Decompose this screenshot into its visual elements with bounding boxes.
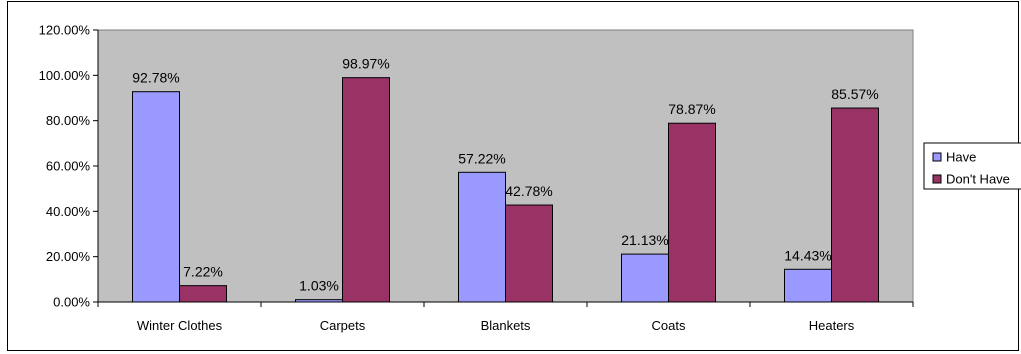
x-tick-label: Heaters [809,318,855,333]
data-label: 14.43% [784,247,831,263]
bar [342,77,390,303]
legend-label: Have [946,150,976,165]
data-label: 21.13% [621,232,668,248]
y-tick-label: 0.00% [53,295,90,310]
legend-swatch [932,152,942,162]
x-axis: Winter Clothes Carpets Blankets Coats Heater… [97,301,914,333]
x-tick-label: Coats [652,318,686,333]
data-label: 1.03% [299,278,339,294]
data-label: 57.22% [458,150,505,166]
bar [458,171,506,303]
bar [668,122,716,303]
y-axis: 0.00% 20.00% 40.00% 60.00% 80.00% 100.00% 120.… [39,23,99,310]
data-label: 98.97% [342,56,389,72]
y-tick-label: 100.00% [39,68,91,83]
x-tick-label: Blankets [481,318,531,333]
y-tick-label: 120.00% [39,23,91,38]
bar [784,268,832,303]
data-label: 92.78% [132,70,179,86]
legend: Have Don't Have [923,142,1021,190]
bar [831,107,879,303]
data-label: 7.22% [183,264,223,280]
bars [132,77,879,303]
y-tick-label: 40.00% [46,204,91,219]
data-label: 78.87% [668,101,715,117]
y-tick-label: 60.00% [46,159,91,174]
data-label: 42.78% [505,183,552,199]
bar [132,91,180,303]
data-labels: 92.78% 1.03% 57.22% 21.13% 14.43% 7.22% 98.97%… [132,56,878,294]
legend-swatch [932,174,942,184]
bar [621,253,669,303]
bar [505,204,553,303]
legend-label: Don't Have [946,172,1010,187]
x-tick-label: Carpets [320,318,366,333]
x-tick-label: Winter Clothes [137,318,223,333]
bar [295,299,343,303]
y-tick-label: 20.00% [46,249,91,264]
y-tick-label: 80.00% [46,113,91,128]
bar [179,285,227,303]
data-label: 85.57% [831,86,878,102]
